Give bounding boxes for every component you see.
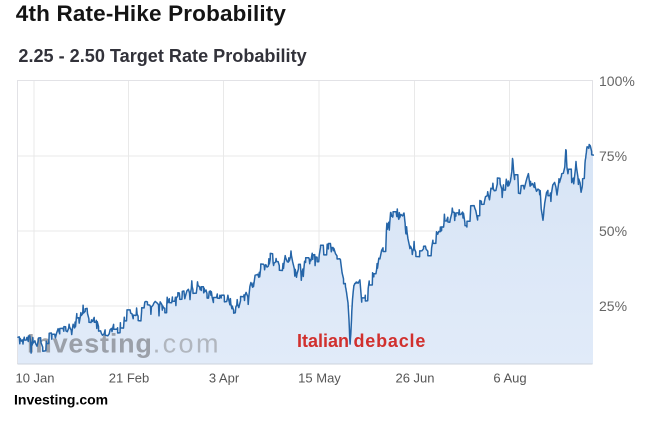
svg-text:2.25 - 2.50 Target Rate Probab: 2.25 - 2.50 Target Rate Probability: [18, 46, 306, 66]
svg-text:21 Feb: 21 Feb: [109, 370, 149, 385]
svg-text:15 May: 15 May: [298, 370, 341, 385]
svg-text:100%: 100%: [599, 73, 635, 89]
svg-text:50%: 50%: [599, 223, 627, 239]
svg-text:6 Aug: 6 Aug: [493, 370, 526, 385]
svg-text:4th Rate-Hike Probability: 4th Rate-Hike Probability: [16, 1, 287, 26]
svg-text:26 Jun: 26 Jun: [395, 370, 434, 385]
svg-text:Italian: Italian: [297, 331, 349, 351]
svg-text:3 Apr: 3 Apr: [209, 370, 240, 385]
svg-text:10 Jan: 10 Jan: [15, 370, 54, 385]
svg-text:25%: 25%: [599, 298, 627, 314]
svg-text:Investing.com: Investing.com: [14, 392, 108, 408]
svg-text:debacle: debacle: [354, 331, 427, 351]
svg-text:75%: 75%: [599, 148, 627, 164]
